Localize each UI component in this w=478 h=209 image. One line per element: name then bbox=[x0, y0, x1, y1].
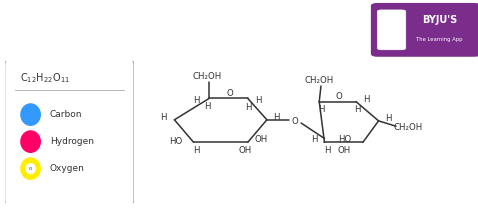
Text: H: H bbox=[324, 146, 330, 155]
Text: H: H bbox=[193, 146, 200, 155]
Text: Hydrogen: Hydrogen bbox=[50, 137, 94, 146]
FancyBboxPatch shape bbox=[371, 3, 478, 57]
Text: BYJU'S: BYJU'S bbox=[422, 15, 457, 25]
Text: H: H bbox=[273, 113, 280, 122]
Text: H: H bbox=[318, 105, 324, 114]
Text: H: H bbox=[245, 103, 251, 112]
Text: OH: OH bbox=[337, 146, 350, 155]
Text: H: H bbox=[354, 105, 361, 114]
Text: CH₂OH: CH₂OH bbox=[304, 76, 334, 85]
Text: HO: HO bbox=[338, 135, 351, 144]
FancyBboxPatch shape bbox=[5, 59, 134, 206]
Text: H: H bbox=[363, 95, 369, 104]
Text: H: H bbox=[160, 113, 166, 122]
Circle shape bbox=[21, 131, 40, 152]
Text: Oxygen: Oxygen bbox=[50, 164, 85, 173]
Text: H: H bbox=[255, 96, 261, 105]
Text: H: H bbox=[204, 102, 211, 111]
Text: H: H bbox=[193, 96, 199, 105]
Text: CH₂OH: CH₂OH bbox=[193, 72, 222, 81]
Text: HO: HO bbox=[170, 137, 183, 146]
Text: CH₂OH: CH₂OH bbox=[393, 123, 423, 132]
Text: $\rm C_{12}H_{22}O_{11}$: $\rm C_{12}H_{22}O_{11}$ bbox=[20, 71, 70, 85]
Text: The Learning App: The Learning App bbox=[416, 37, 463, 42]
Text: H: H bbox=[385, 114, 391, 123]
Text: OH: OH bbox=[254, 135, 268, 144]
Text: O: O bbox=[227, 89, 234, 98]
Text: SUCROSE STRUCTURE: SUCROSE STRUCTURE bbox=[11, 23, 250, 42]
Circle shape bbox=[21, 158, 40, 179]
FancyBboxPatch shape bbox=[377, 10, 406, 50]
Text: O: O bbox=[292, 117, 298, 126]
Text: OH: OH bbox=[239, 146, 251, 155]
Circle shape bbox=[26, 164, 35, 174]
Text: O: O bbox=[336, 92, 343, 101]
Text: Carbon: Carbon bbox=[50, 110, 82, 119]
Text: H: H bbox=[312, 135, 318, 144]
Text: o: o bbox=[29, 166, 33, 171]
Circle shape bbox=[21, 104, 40, 125]
